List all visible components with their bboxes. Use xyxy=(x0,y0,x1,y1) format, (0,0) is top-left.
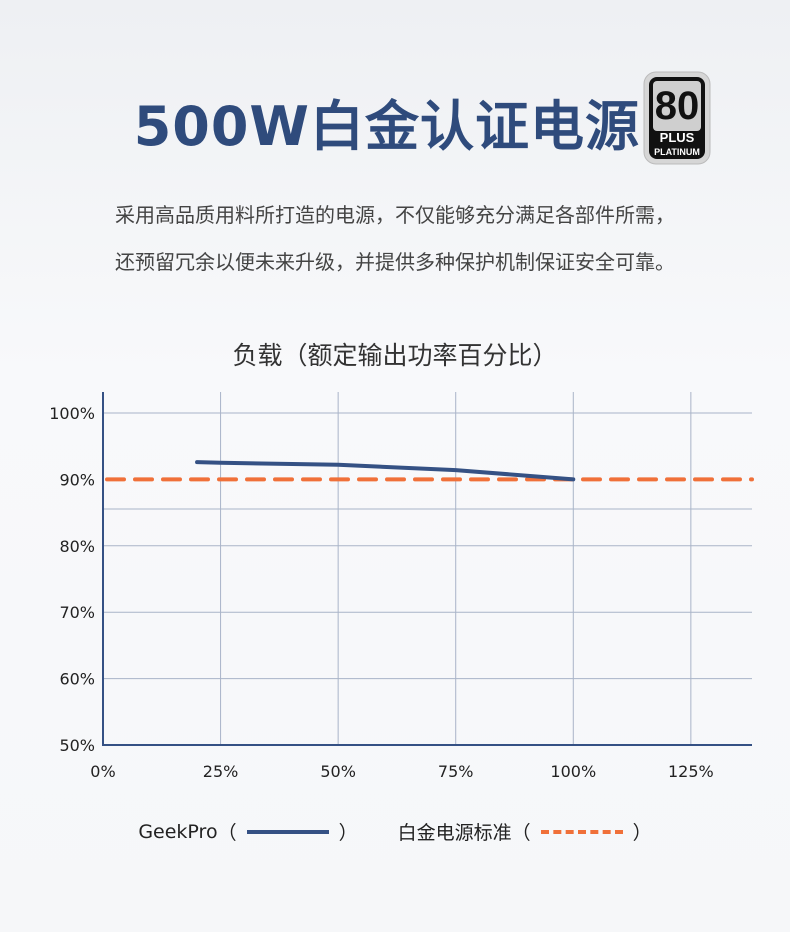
legend-paren: （ xyxy=(217,822,237,844)
legend-swatch-platinum xyxy=(540,829,623,834)
legend-swatch-geekpro xyxy=(246,829,329,834)
y-tick-label: 60% xyxy=(59,670,95,689)
y-tick-label: 70% xyxy=(59,603,95,622)
x-tick-label: 25% xyxy=(203,762,239,781)
svg-text:PLUS: PLUS xyxy=(660,130,695,145)
x-tick-label: 0% xyxy=(90,762,115,781)
x-tick-label: 100% xyxy=(550,762,596,781)
legend-paren: （ xyxy=(511,822,531,844)
y-tick-label: 50% xyxy=(59,736,95,755)
svg-text:PLATINUM: PLATINUM xyxy=(654,147,700,157)
y-tick-label: 100% xyxy=(49,404,95,423)
x-tick-label: 125% xyxy=(668,762,714,781)
geekpro-efficiency-line xyxy=(195,460,576,482)
legend-paren: ） xyxy=(338,822,358,844)
legend-paren: ） xyxy=(632,822,652,844)
y-tick-label: 80% xyxy=(59,537,95,556)
x-tick-label: 50% xyxy=(320,762,356,781)
page-title: 500W白金认证电源 xyxy=(133,95,640,158)
description-line-2: 还预留冗余以便未来升级，并提供多种保护机制保证安全可靠。 xyxy=(115,250,675,274)
svg-text:80: 80 xyxy=(655,84,700,128)
description-line-1: 采用高品质用料所打造的电源，不仅能够充分满足各部件所需， xyxy=(115,203,675,227)
legend-label-platinum: 白金电源标准 xyxy=(397,822,512,844)
80-plus-platinum-logo: 80 PLUS PLATINUM xyxy=(643,71,711,165)
x-tick-label: 75% xyxy=(438,762,474,781)
chart-title: 负载（额定输出功率百分比） xyxy=(232,341,558,370)
legend: GeekPro （ ） 白金电源标准 （ ） xyxy=(0,818,790,845)
legend-label-geekpro: GeekPro xyxy=(138,820,218,843)
y-tick-label: 90% xyxy=(59,470,95,489)
